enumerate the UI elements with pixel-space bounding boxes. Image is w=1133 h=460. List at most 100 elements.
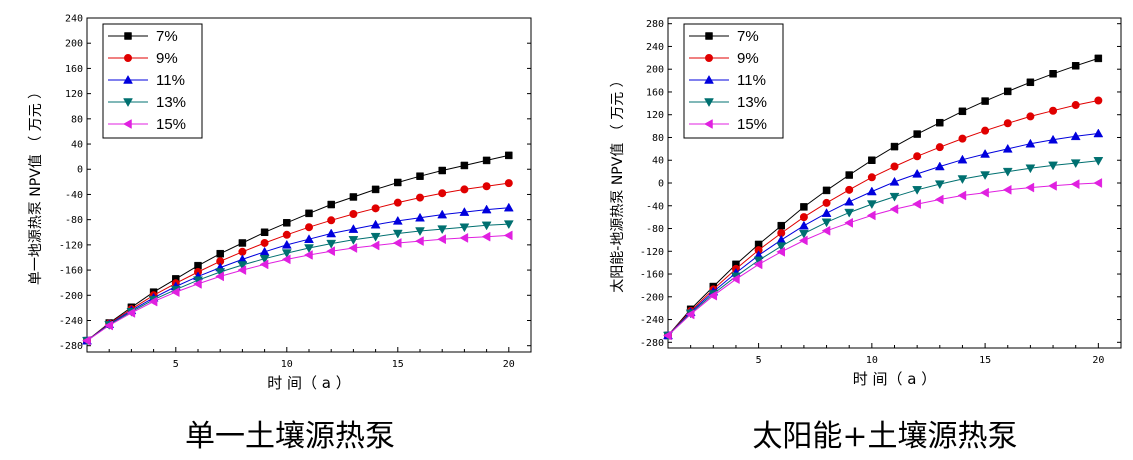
legend-label: 13% <box>156 94 186 111</box>
y-tick-label: 80 <box>71 114 83 125</box>
data-point <box>957 175 968 185</box>
data-point <box>777 221 785 230</box>
legend-marker <box>703 119 713 129</box>
series-group <box>81 151 514 346</box>
data-point <box>957 190 967 201</box>
data-point <box>281 254 291 265</box>
legend-label: 7% <box>737 28 759 45</box>
data-point <box>305 223 313 232</box>
data-point <box>392 229 403 239</box>
data-point <box>708 290 718 301</box>
x-axis-label: 时 间（ a ） <box>267 374 351 392</box>
data-point <box>1070 179 1080 190</box>
data-point <box>1026 112 1035 121</box>
y-tick-label: 160 <box>646 87 664 98</box>
data-point <box>305 209 313 218</box>
data-point <box>281 239 292 249</box>
legend: 7% 9% 11% 13% 15% <box>102 23 203 139</box>
legend-box <box>102 23 203 139</box>
y-tick-label: -120 <box>640 247 664 258</box>
legend-marker <box>704 98 714 108</box>
data-point <box>1094 96 1103 105</box>
data-point <box>1070 131 1081 141</box>
data-point <box>326 246 335 257</box>
x-tick-label: 15 <box>392 359 404 370</box>
data-point <box>503 220 514 230</box>
data-point <box>799 213 808 222</box>
data-point <box>504 179 513 188</box>
data-point <box>394 178 402 187</box>
data-point <box>1071 62 1080 70</box>
data-point <box>148 296 158 307</box>
y-tick-label: 240 <box>65 14 83 25</box>
data-point <box>260 228 269 237</box>
data-point <box>437 209 448 219</box>
data-point <box>327 216 336 225</box>
x-axis-ticks: 5 10 15 20 <box>86 347 532 370</box>
data-point <box>304 234 314 243</box>
data-point <box>81 335 91 346</box>
x-tick-label: 5 <box>756 355 762 366</box>
y-tick-label: -240 <box>640 315 664 326</box>
data-point <box>415 227 425 237</box>
y-tick-label: 200 <box>65 39 83 50</box>
data-point <box>753 259 763 270</box>
data-point <box>260 238 269 247</box>
data-point <box>798 235 808 246</box>
y-tick-label: -200 <box>640 292 664 303</box>
legend-marker <box>704 74 714 84</box>
legend-label: 9% <box>156 50 178 67</box>
data-point <box>1002 167 1013 177</box>
data-point <box>194 261 202 270</box>
legend-label: 11% <box>737 72 766 89</box>
data-point <box>912 168 923 178</box>
legend-marker <box>123 74 133 84</box>
x-tick-label: 20 <box>1092 355 1104 366</box>
figure-caption: 太阳能+土壤源热泵 <box>752 419 1017 454</box>
data-point <box>259 259 269 270</box>
data-point <box>170 287 180 298</box>
y-tick-label: -160 <box>59 266 83 277</box>
data-point <box>371 204 380 213</box>
data-point <box>1093 128 1104 138</box>
legend-box <box>683 23 784 139</box>
data-point <box>238 239 247 247</box>
chart-solar-gshp: 280 240 200 160 120 80 40 0 -40 -80 -120 -160 -200 -2… <box>610 17 1122 454</box>
data-point <box>215 271 224 282</box>
data-point <box>798 229 809 239</box>
data-point <box>958 107 967 116</box>
data-point <box>1025 164 1036 174</box>
data-point <box>392 238 402 248</box>
data-point <box>936 118 944 127</box>
data-point <box>1070 159 1081 169</box>
series-line-11% <box>667 133 1099 336</box>
data-point <box>958 134 967 143</box>
y-tick-label: -80 <box>646 224 664 235</box>
data-point <box>348 224 359 233</box>
data-point <box>934 180 945 190</box>
data-point <box>1093 157 1104 166</box>
y-tick-label: -40 <box>65 190 83 201</box>
data-point <box>934 161 945 171</box>
data-point <box>890 162 899 171</box>
data-point <box>416 172 424 180</box>
data-point <box>980 171 991 181</box>
y-tick-label: 120 <box>646 110 664 121</box>
data-point <box>980 148 991 158</box>
data-point <box>1048 180 1057 191</box>
data-point <box>685 309 695 320</box>
y-axis-label: 太阳能-地源热泵 NPV值 （ 万元 ） <box>610 73 626 292</box>
data-point <box>283 219 291 227</box>
data-point <box>326 228 337 238</box>
data-point <box>1025 182 1035 193</box>
data-point <box>416 193 424 202</box>
data-point <box>1071 101 1080 110</box>
data-point <box>348 243 358 253</box>
legend-marker <box>124 32 132 40</box>
data-point <box>371 185 380 194</box>
data-point <box>459 233 469 243</box>
data-point <box>798 220 809 230</box>
y-tick-label: -200 <box>59 291 83 302</box>
series-line-9% <box>86 182 509 342</box>
